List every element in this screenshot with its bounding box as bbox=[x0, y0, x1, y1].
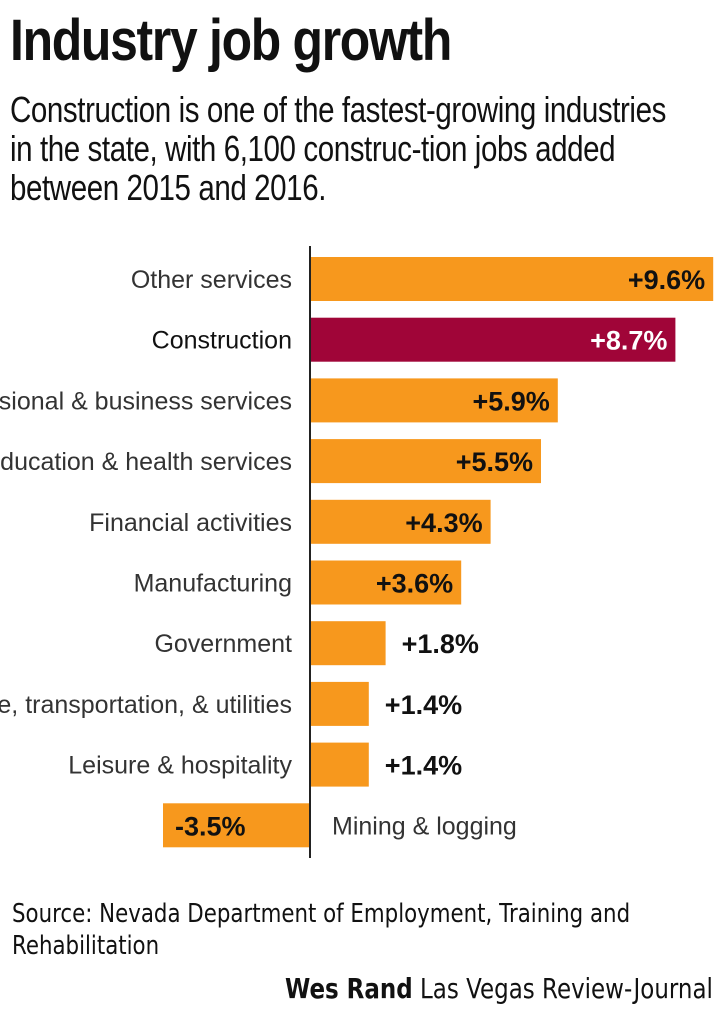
bar-9 bbox=[163, 803, 310, 848]
category-label-8: Leisure & hospitality bbox=[68, 752, 292, 780]
value-label-2: +5.9% bbox=[472, 386, 549, 416]
source-note: Source: Nevada Department of Employment,… bbox=[12, 899, 631, 961]
bar-chart: Other services +9.6% Construction +8.7% Prof… bbox=[0, 246, 714, 858]
value-label-6: +1.8% bbox=[402, 629, 479, 659]
bar-6 bbox=[310, 621, 386, 666]
category-label-2: Professional & business services bbox=[0, 387, 292, 415]
credit-org: Las Vegas Review-Journal bbox=[420, 972, 713, 1005]
bar-0 bbox=[310, 257, 714, 301]
bar-1 bbox=[310, 317, 676, 362]
category-label-3: Education & health services bbox=[0, 448, 292, 476]
chart-title: Industry job growth bbox=[10, 8, 452, 73]
value-label-3: +5.5% bbox=[456, 447, 533, 477]
category-label-7: Trade, transportation, & utilities bbox=[0, 691, 292, 719]
value-label-9: -3.5% bbox=[175, 811, 246, 841]
category-label-1: Construction bbox=[152, 327, 292, 355]
value-label-4: +4.3% bbox=[405, 508, 482, 538]
value-label-1: +8.7% bbox=[590, 326, 667, 356]
value-label-8: +1.4% bbox=[385, 751, 462, 781]
category-label-4: Financial activities bbox=[89, 509, 292, 537]
value-label-5: +3.6% bbox=[376, 569, 453, 599]
category-label-5: Manufacturing bbox=[134, 570, 292, 598]
credit-line: Wes Rand Las Vegas Review-Journal bbox=[285, 972, 713, 1005]
bar-2 bbox=[310, 378, 558, 423]
credit-name: Wes Rand bbox=[285, 972, 413, 1005]
bar-5 bbox=[310, 560, 462, 605]
value-label-0: +9.6% bbox=[628, 265, 705, 295]
category-label-9: Mining & logging bbox=[332, 812, 517, 840]
category-label-6: Government bbox=[154, 630, 292, 658]
category-label-0: Other services bbox=[131, 266, 292, 294]
bar-4 bbox=[310, 499, 491, 544]
chart-subtitle: Construction is one of the fastest-growi… bbox=[10, 89, 666, 208]
bar-3 bbox=[310, 439, 541, 484]
bar-8 bbox=[310, 742, 369, 787]
value-label-7: +1.4% bbox=[385, 690, 462, 720]
bar-7 bbox=[310, 681, 369, 726]
